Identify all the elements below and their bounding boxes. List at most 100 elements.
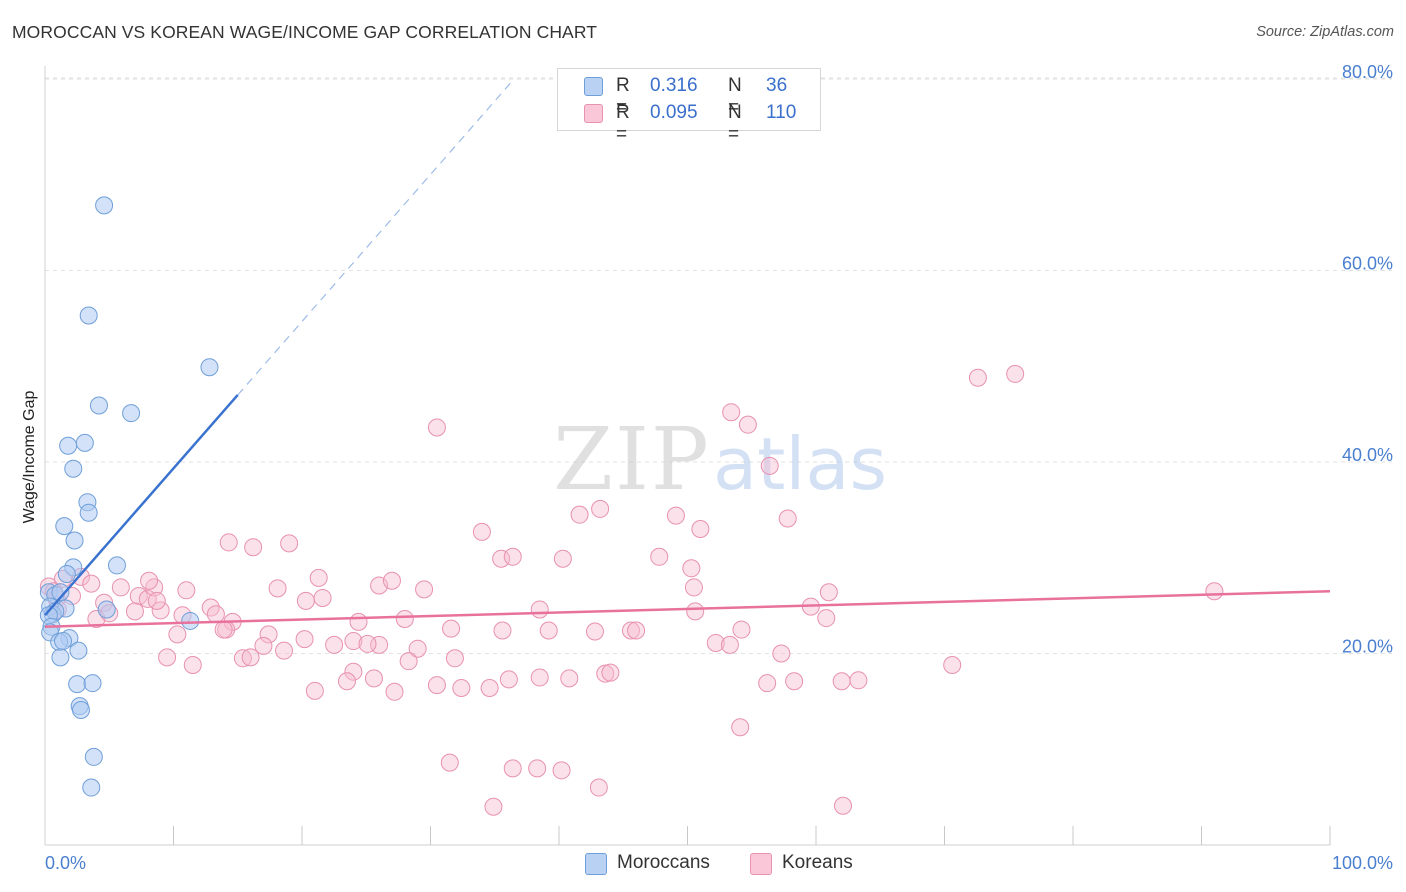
korean-point bbox=[125, 602, 144, 621]
korean-point bbox=[589, 778, 608, 797]
moroccan-point bbox=[51, 583, 70, 602]
korean-point bbox=[183, 655, 202, 674]
korean-point bbox=[177, 581, 196, 600]
moroccan-point bbox=[107, 556, 126, 575]
korean-point bbox=[480, 678, 499, 697]
korean-point bbox=[440, 753, 459, 772]
watermark-zip-text: ZIP bbox=[553, 410, 711, 510]
moroccan-point bbox=[97, 600, 116, 619]
moroccan-point bbox=[57, 565, 76, 584]
korean-point bbox=[539, 621, 558, 640]
moroccan-point bbox=[84, 747, 103, 766]
korean-point bbox=[259, 625, 278, 644]
korean-point bbox=[313, 588, 332, 607]
korean-point bbox=[275, 641, 294, 660]
y-tick-label: 40.0% bbox=[1342, 445, 1393, 465]
legend-swatch-koreans bbox=[584, 104, 603, 123]
legend-swatch-moroccans bbox=[584, 77, 603, 96]
korean-point bbox=[445, 649, 464, 668]
x-tick-label-max: 100.0% bbox=[1332, 853, 1393, 873]
korean-point bbox=[832, 672, 851, 691]
korean-point bbox=[280, 534, 299, 553]
korean-point bbox=[503, 759, 522, 778]
korean-point bbox=[560, 669, 579, 688]
moroccan-point bbox=[59, 436, 78, 455]
korean-point bbox=[738, 415, 757, 434]
korean-point bbox=[686, 602, 705, 621]
y-tick-label: 60.0% bbox=[1342, 254, 1393, 274]
korean-point bbox=[158, 648, 177, 667]
korean-point bbox=[452, 678, 471, 697]
korean-point bbox=[722, 403, 741, 422]
korean-point bbox=[1205, 582, 1224, 601]
korean-point bbox=[772, 644, 791, 663]
moroccan-point bbox=[83, 674, 102, 693]
korean-point bbox=[82, 574, 101, 593]
korean-point bbox=[295, 630, 314, 649]
korean-point bbox=[530, 668, 549, 687]
moroccan-point bbox=[55, 517, 74, 536]
korean-point bbox=[147, 591, 166, 610]
korean-point bbox=[140, 571, 159, 590]
korean-point bbox=[552, 761, 571, 780]
moroccan-point bbox=[122, 404, 141, 423]
korean-point bbox=[442, 619, 461, 638]
korean-point bbox=[385, 682, 404, 701]
moroccan-point bbox=[68, 675, 87, 694]
korean-point bbox=[627, 621, 646, 640]
legend-n-label: N = bbox=[728, 75, 742, 118]
korean-point bbox=[528, 759, 547, 778]
correlation-legend: R = 0.316 N = 36 R = 0.095 N = 110 bbox=[557, 68, 821, 145]
legend-swatch-moroccans bbox=[585, 853, 607, 875]
moroccan-points bbox=[39, 196, 219, 797]
y-axis-label: Wage/Income Gap bbox=[21, 391, 38, 524]
korean-point bbox=[325, 635, 344, 654]
korean-point bbox=[344, 662, 363, 681]
moroccan-point bbox=[95, 196, 114, 215]
legend-label-moroccans: Moroccans bbox=[617, 852, 710, 873]
moroccan-point bbox=[181, 611, 200, 630]
korean-point bbox=[833, 796, 852, 815]
moroccan-point bbox=[79, 306, 98, 325]
x-tick-label-min: 0.0% bbox=[45, 853, 86, 873]
korean-point bbox=[706, 633, 725, 652]
korean-point bbox=[241, 648, 260, 667]
korean-point bbox=[427, 676, 446, 695]
moroccan-point bbox=[53, 632, 72, 651]
legend-n-value: 36 bbox=[766, 75, 788, 96]
korean-point bbox=[650, 547, 669, 566]
korean-point bbox=[168, 625, 187, 644]
watermark: ZIP atlas bbox=[553, 410, 887, 510]
axes-layer bbox=[44, 66, 1331, 846]
korean-point bbox=[666, 506, 685, 525]
legend-n-value: 110 bbox=[766, 102, 797, 123]
korean-point bbox=[732, 620, 751, 639]
korean-point bbox=[268, 579, 287, 598]
korean-point bbox=[601, 663, 620, 682]
korean-point bbox=[493, 621, 512, 640]
korean-point bbox=[492, 549, 511, 568]
korean-point bbox=[720, 635, 739, 654]
moroccan-point bbox=[75, 433, 94, 452]
korean-point bbox=[399, 652, 418, 671]
legend-r-value: 0.095 bbox=[650, 102, 698, 123]
korean-point bbox=[682, 559, 701, 578]
legend-n-label: N = bbox=[728, 102, 742, 145]
moroccan-point bbox=[65, 531, 84, 550]
korean-point bbox=[472, 522, 491, 541]
korean-point bbox=[585, 622, 604, 641]
korean-point bbox=[691, 520, 710, 539]
legend-r-label: R = bbox=[616, 102, 630, 145]
korean-point bbox=[219, 533, 238, 552]
korean-point bbox=[849, 671, 868, 690]
korean-point bbox=[358, 634, 377, 653]
korean-point bbox=[484, 797, 503, 816]
grid-layer bbox=[45, 77, 1392, 654]
korean-point bbox=[570, 505, 589, 524]
korean-point bbox=[819, 583, 838, 602]
korean-point bbox=[337, 672, 356, 691]
moroccan-point bbox=[79, 503, 98, 522]
korean-point bbox=[943, 655, 962, 674]
series-legend: Moroccans Koreans bbox=[0, 852, 1406, 878]
